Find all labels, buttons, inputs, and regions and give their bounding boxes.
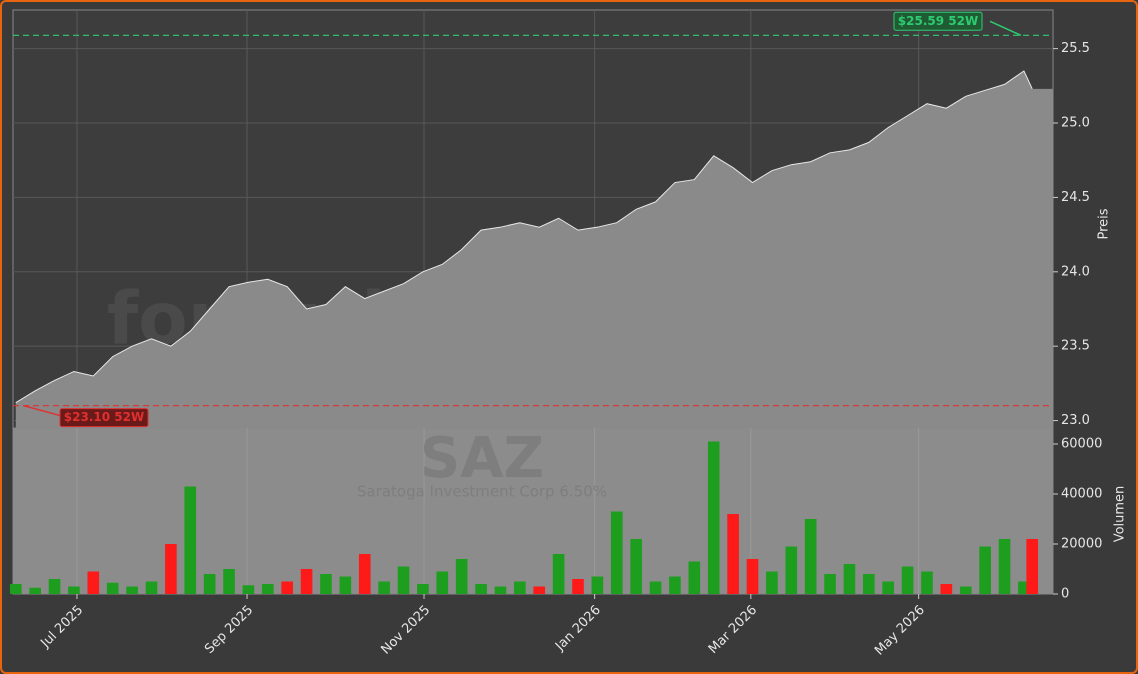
x-tick-label: Sep 2025 <box>202 603 256 657</box>
volume-bar <box>979 546 991 594</box>
volume-bar <box>455 559 468 594</box>
name-watermark: Saratoga Investment Corp 6.50% <box>357 483 607 501</box>
x-tick-label: Jan 2026 <box>552 603 604 655</box>
volume-bar <box>1026 539 1039 594</box>
y-tick-label: 25.0 <box>1061 116 1090 131</box>
volume-bar <box>863 574 875 594</box>
volume-bar <box>9 584 22 594</box>
volume-bar <box>378 581 390 594</box>
volume-bar <box>804 519 817 594</box>
volume-bar <box>959 586 972 594</box>
volume-bar <box>901 566 914 594</box>
volume-bar <box>727 514 739 594</box>
volume-bar <box>397 566 410 594</box>
volume-bar <box>882 581 895 594</box>
volume-bar <box>630 539 642 594</box>
y-tick-label: 24.0 <box>1061 264 1090 279</box>
level-label-box <box>59 408 149 428</box>
volume-bar <box>785 546 798 594</box>
x-tick-label: Mar 2026 <box>706 603 760 657</box>
volume-bar <box>610 511 623 594</box>
y-axis-label: Preis <box>1097 208 1112 239</box>
volume-bar <box>475 584 487 594</box>
y-tick-label: 25.5 <box>1061 41 1090 56</box>
volume-bar <box>203 574 216 594</box>
volume-bar <box>436 571 449 594</box>
volume-bar <box>358 554 371 594</box>
volume-bar <box>145 581 158 594</box>
volume-bar <box>320 574 332 594</box>
y-tick-label: 23.0 <box>1061 413 1090 428</box>
y2-tick-label: 40000 <box>1061 487 1102 502</box>
volume-bar <box>766 571 778 594</box>
volume-bar <box>48 579 61 594</box>
volume-bar <box>649 581 662 594</box>
volume-bar <box>940 584 953 594</box>
y2-tick-label: 20000 <box>1061 537 1102 552</box>
y2-axis-label: Volumen <box>1113 486 1128 543</box>
volume-bar <box>552 554 565 594</box>
volume-bar <box>165 544 177 594</box>
volume-bar <box>242 585 255 594</box>
volume-bar <box>591 576 604 594</box>
y-tick-label: 24.5 <box>1061 190 1090 205</box>
volume-bar <box>514 581 526 594</box>
volume-bar <box>824 574 836 594</box>
volume-bar <box>921 571 933 594</box>
y-tick-label: 23.5 <box>1061 339 1090 354</box>
volume-bar <box>707 441 720 594</box>
volume-bar <box>68 586 80 594</box>
volume-bar <box>572 579 584 594</box>
level-label: $25.59 52W <box>898 14 978 28</box>
volume-bar <box>281 581 294 594</box>
level-label-box <box>893 11 983 31</box>
price-area <box>15 70 1053 429</box>
x-tick-label: May 2026 <box>872 603 928 659</box>
volume-bar <box>300 569 313 594</box>
volume-bar <box>29 587 41 594</box>
x-tick-label: Jul 2025 <box>38 603 87 652</box>
volume-bar <box>998 539 1011 594</box>
volume-bar <box>1018 581 1030 594</box>
level-arrow <box>989 20 1022 36</box>
volume-bar <box>126 586 138 594</box>
volume-bar <box>339 576 352 594</box>
volume-bar <box>417 584 429 594</box>
x-tick-label: Nov 2025 <box>378 603 433 658</box>
volume-bar <box>494 586 507 594</box>
volume-bar <box>669 576 681 594</box>
volume-bar <box>843 564 856 594</box>
volume-bar <box>223 569 235 594</box>
volume-bar <box>184 486 197 594</box>
volume-bar <box>87 571 100 594</box>
volume-bar <box>261 584 274 594</box>
volume-bar <box>688 561 701 594</box>
y2-tick-label: 0 <box>1061 587 1069 602</box>
volume-bar <box>106 582 119 594</box>
price-line <box>15 70 1033 404</box>
volume-bar <box>533 586 546 594</box>
symbol-watermark: SAZ <box>420 426 544 491</box>
y2-tick-label: 60000 <box>1061 437 1102 452</box>
level-label: $23.10 52W <box>64 410 144 424</box>
volume-bar <box>746 559 759 594</box>
